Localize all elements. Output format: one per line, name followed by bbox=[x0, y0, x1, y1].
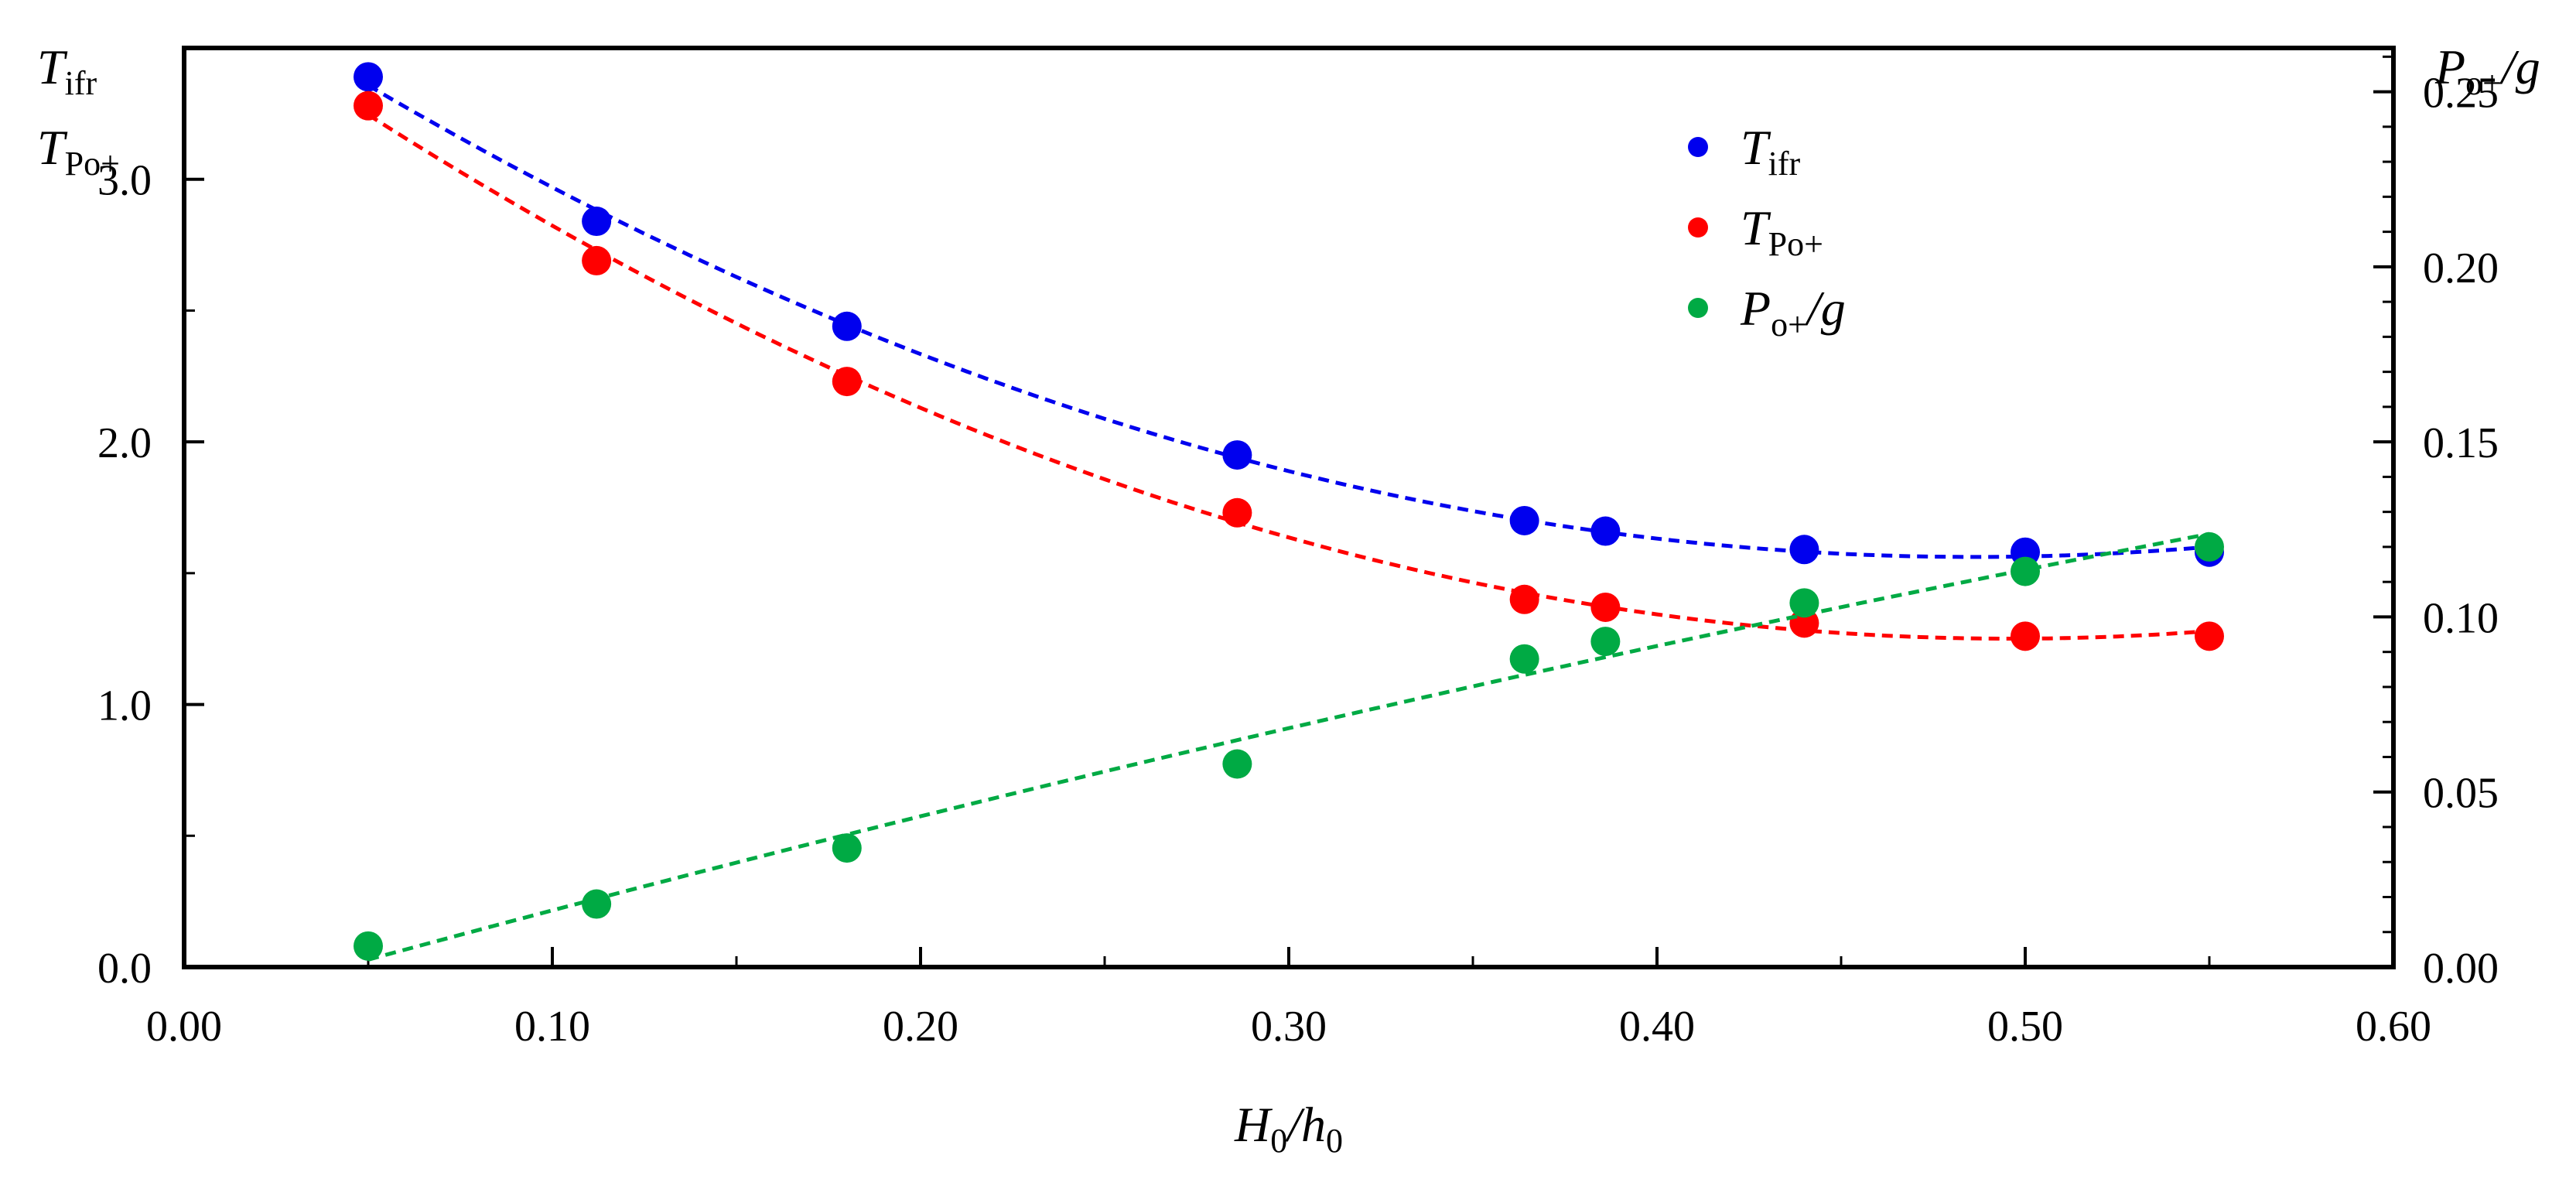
data-point bbox=[1509, 644, 1539, 674]
y-right-axis-title-tail: /g bbox=[2499, 39, 2540, 94]
data-point bbox=[1590, 592, 1621, 622]
data-point bbox=[354, 91, 383, 121]
legend-marker bbox=[1688, 137, 1708, 157]
y-right-tick-label: 0.25 bbox=[2423, 70, 2499, 118]
y-left-axis-title: Tifr bbox=[37, 39, 97, 102]
data-point bbox=[354, 62, 383, 92]
x-tick-label: 0.40 bbox=[1619, 1003, 1695, 1051]
data-point bbox=[2195, 621, 2224, 651]
y-left-tick-label: 3.0 bbox=[97, 157, 152, 205]
legend-label-main: T bbox=[1741, 120, 1771, 175]
legend-label-sub: ifr bbox=[1768, 145, 1801, 183]
data-point bbox=[2011, 556, 2040, 586]
data-point bbox=[2195, 531, 2224, 562]
y-left-axis-title-main: T bbox=[37, 120, 68, 175]
data-point bbox=[582, 207, 612, 237]
y-left-axis-title-sub: Po+ bbox=[65, 145, 120, 183]
y-right-axis-title-sub: o+ bbox=[2465, 64, 2502, 102]
y-right-axis-title: Po+/g bbox=[2434, 39, 2540, 102]
x-axis-title-slash: /h bbox=[1285, 1097, 1326, 1152]
plot-frame bbox=[182, 46, 2396, 969]
data-point bbox=[1509, 505, 1539, 535]
y-right-tick-label: 0.15 bbox=[2423, 419, 2499, 467]
y-right-axis-title-main: P bbox=[2434, 39, 2465, 94]
data-point bbox=[1590, 516, 1621, 546]
data-point bbox=[582, 245, 612, 275]
data-point bbox=[2011, 621, 2040, 651]
x-tick-label: 0.20 bbox=[883, 1003, 958, 1051]
x-tick-label: 0.50 bbox=[1987, 1003, 2063, 1051]
data-point bbox=[1789, 588, 1819, 618]
x-tick-label: 0.60 bbox=[2356, 1003, 2431, 1051]
data-point bbox=[1590, 627, 1621, 657]
x-tick-label: 0.00 bbox=[146, 1003, 222, 1051]
data-point bbox=[832, 311, 862, 341]
legend-label-tail: /g bbox=[1805, 281, 1846, 336]
legend-label: TPo+ bbox=[1741, 200, 1823, 263]
data-point bbox=[1222, 497, 1252, 528]
x-tick-label: 0.30 bbox=[1251, 1003, 1327, 1051]
series-trend-line bbox=[367, 113, 2210, 641]
legend-label-sub: o+ bbox=[1771, 306, 1807, 343]
series-trend-line bbox=[367, 84, 2210, 559]
x-axis-title-main: H bbox=[1234, 1097, 1273, 1152]
y-left-tick-label: 0.0 bbox=[97, 945, 152, 993]
legend-label: Tifr bbox=[1741, 120, 1800, 183]
legend-label: Po+/g bbox=[1740, 281, 1846, 343]
x-axis-title: H0/h0 bbox=[1234, 1097, 1343, 1160]
y-left-axis-title-sub: ifr bbox=[65, 64, 97, 102]
y-left-tick-label: 2.0 bbox=[97, 419, 152, 467]
x-axis-title-sub: 0 bbox=[1326, 1122, 1343, 1160]
legend-label-main: P bbox=[1740, 281, 1771, 336]
y-right-tick-label: 0.10 bbox=[2423, 594, 2499, 642]
series-trend-line bbox=[367, 531, 2210, 962]
data-point bbox=[1789, 535, 1819, 565]
legend-marker bbox=[1688, 298, 1708, 318]
y-left-tick-label: 1.0 bbox=[97, 682, 152, 730]
legend-label-main: T bbox=[1741, 200, 1771, 255]
data-point bbox=[582, 889, 612, 919]
x-axis-title-sub: 0 bbox=[1270, 1122, 1287, 1160]
data-point bbox=[1222, 440, 1252, 470]
x-tick-label: 0.10 bbox=[514, 1003, 590, 1051]
y-right-tick-label: 0.20 bbox=[2423, 244, 2499, 292]
data-point bbox=[832, 833, 862, 863]
y-right-tick-label: 0.00 bbox=[2423, 945, 2499, 993]
y-right-tick-label: 0.05 bbox=[2423, 770, 2499, 818]
data-point bbox=[1222, 749, 1252, 779]
legend-marker bbox=[1688, 217, 1708, 238]
y-left-axis-title-main: T bbox=[37, 39, 68, 94]
data-point bbox=[832, 367, 862, 397]
data-point bbox=[354, 931, 383, 961]
y-left-axis-title: TPo+ bbox=[37, 120, 120, 183]
data-point bbox=[1509, 584, 1539, 614]
legend-label-sub: Po+ bbox=[1768, 225, 1823, 263]
